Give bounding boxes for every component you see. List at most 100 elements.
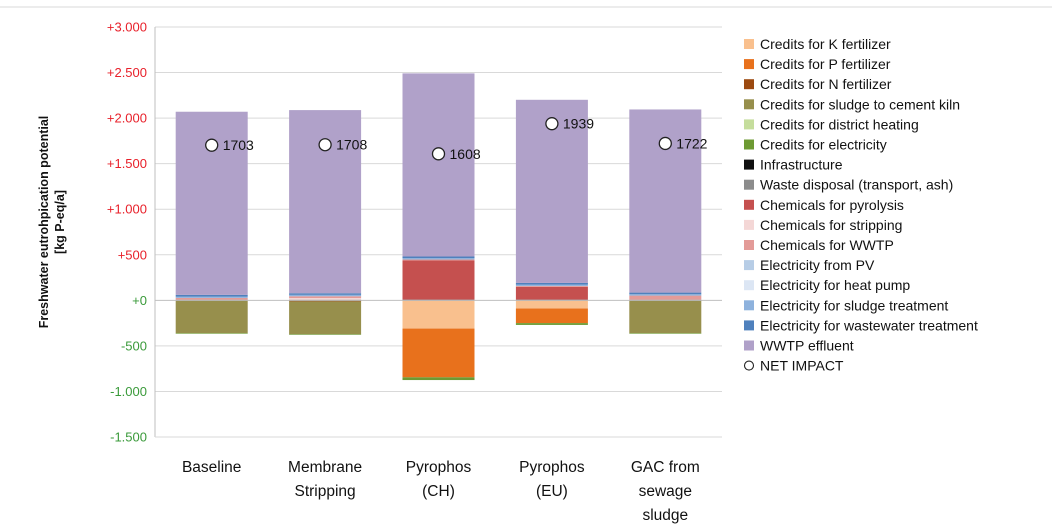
bar-segment: [515, 284, 588, 286]
bar-segment: [289, 300, 362, 302]
legend-swatch: [744, 240, 754, 250]
category-label: sewage: [639, 483, 692, 500]
legend-entry: Credits for sludge to cement kiln: [760, 96, 960, 112]
y-tick-label: +1.000: [107, 202, 147, 217]
bar-segment: [289, 293, 362, 295]
y-axis-label-line: Freshwater eutrohpication potential: [37, 116, 51, 329]
bar-segment: [402, 300, 475, 329]
category-label: Membrane: [288, 459, 362, 476]
y-tick-labels: +3.000 +2.500 +2.000 +1.500 +1.000 +500 +0 -500…: [107, 20, 147, 445]
y-tick-label: -500: [121, 338, 147, 353]
legend-entry: Infrastructure: [760, 157, 843, 173]
legend-entry: Electricity from PV: [760, 257, 875, 273]
bar-segment: [515, 285, 588, 287]
net-impact-marker: [318, 138, 332, 152]
legend-swatch: [744, 320, 754, 331]
legend-entry: Chemicals for WWTP: [760, 237, 894, 253]
category-label: (EU): [536, 483, 568, 500]
legend-entry: Credits for electricity: [760, 137, 887, 153]
net-impact-label: 1703: [223, 137, 254, 153]
y-tick-label: +3.000: [107, 20, 147, 35]
legend-swatch: [744, 139, 754, 150]
bar-segment: [402, 73, 475, 257]
category-label: (CH): [422, 483, 455, 500]
bar-segment: [515, 323, 588, 325]
bar-segment: [175, 296, 248, 298]
legend-entry: Credits for K fertilizer: [760, 36, 891, 52]
y-tick-label: +2.000: [107, 111, 147, 126]
y-axis-label: Freshwater eutrohpication potential [kg P…: [37, 116, 67, 329]
y-tick-label: +0: [132, 293, 147, 308]
legend-swatch: [744, 300, 754, 311]
bar-segment: [402, 256, 475, 259]
bar-segment: [515, 282, 588, 285]
category-label: Pyrophos: [406, 459, 472, 476]
bar-segment: [629, 295, 702, 300]
bar-segment: [629, 333, 702, 334]
bar-segment: [289, 296, 362, 299]
bar-segment: [289, 301, 362, 335]
net-impact-marker: [431, 147, 446, 161]
bar-segment: [289, 298, 362, 300]
bar-segment: [175, 333, 248, 334]
category-label: Baseline: [182, 459, 241, 476]
net-impact-label: 1708: [336, 137, 367, 153]
legend-swatch: [744, 39, 754, 49]
bar-segment: [629, 292, 702, 295]
y-tick-label: +1.500: [107, 156, 147, 171]
bar-segment: [629, 300, 702, 334]
legend-entry: WWTP effluent: [760, 338, 854, 354]
bar-segment: [402, 377, 475, 381]
category-label: Stripping: [295, 483, 356, 500]
bar-segment: [289, 334, 362, 335]
net-impact-markers: 1703 1708 1608 1939 1722: [205, 116, 708, 162]
legend-net-marker: [743, 360, 755, 371]
y-axis-label-line: [kg P-eq/a]: [53, 190, 67, 254]
category-label: GAC from: [631, 459, 700, 476]
legend-swatch: [744, 59, 754, 70]
legend-entry: Chemicals for pyrolysis: [760, 197, 904, 213]
legend-swatch: [744, 79, 754, 90]
net-impact-label: 1722: [676, 135, 707, 151]
bar-segment: [629, 294, 702, 296]
category-labels: Baseline Membrane Stripping Pyrophos (CH) Pyr…: [182, 459, 700, 524]
net-impact-marker: [545, 117, 559, 131]
legend-swatch: [744, 119, 754, 130]
bar-segment: [175, 297, 248, 300]
legend: Credits for K fertilizer Credits for P fe…: [743, 36, 978, 374]
bar-segment: [515, 286, 588, 300]
legend-entry: NET IMPACT: [760, 358, 844, 374]
y-tick-label: -1.500: [110, 430, 147, 445]
legend-entry: Electricity for sludge treatment: [760, 297, 948, 313]
bar-segment: [289, 294, 362, 297]
bar-segment: [175, 294, 248, 297]
legend-swatch: [744, 260, 754, 271]
bar-segment: [515, 308, 588, 324]
legend-entry: Waste disposal (transport, ash): [760, 177, 953, 193]
legend-entry: Credits for N fertilizer: [760, 76, 892, 92]
legend-entry: Credits for district heating: [760, 116, 919, 132]
category-label: Pyrophos: [519, 459, 585, 476]
bars: [175, 73, 702, 381]
net-impact-label: 1939: [563, 116, 594, 132]
category-label: sludge: [642, 507, 688, 524]
net-impact-marker: [658, 136, 672, 151]
legend-entry: Electricity for heat pump: [760, 277, 910, 293]
y-tick-label: +500: [118, 247, 147, 262]
net-impact-marker: [205, 138, 219, 152]
bar-segment: [175, 300, 248, 334]
legend-swatch: [744, 340, 754, 351]
y-tick-label: -1.000: [110, 384, 147, 399]
bar-segment: [515, 99, 588, 283]
legend-swatch: [744, 280, 754, 291]
y-tick-label: +2.500: [107, 65, 147, 80]
bar-segment: [515, 300, 588, 309]
net-impact-label: 1608: [450, 146, 481, 162]
legend-swatch: [744, 219, 754, 230]
legend-entry: Credits for P fertilizer: [760, 56, 891, 72]
bar-segment: [402, 260, 475, 300]
legend-swatch: [744, 159, 754, 170]
legend-swatch: [744, 179, 754, 190]
axes: [154, 27, 722, 438]
